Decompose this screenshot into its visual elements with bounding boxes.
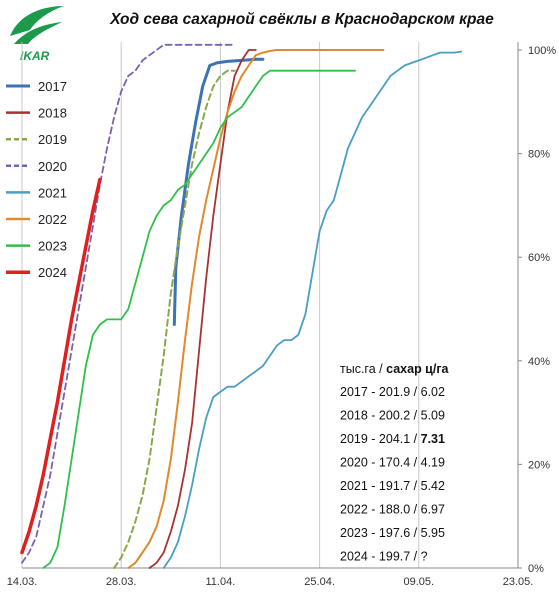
stats-header-separator: / xyxy=(379,362,386,376)
y-tick-label-5: 100% xyxy=(528,45,556,57)
stats-year-2022: 2022 xyxy=(340,503,368,517)
y-tick-label-3: 60% xyxy=(528,252,550,264)
stats-slash-2021: / xyxy=(410,479,420,493)
stats-header-yield: сахар ц/га xyxy=(386,362,449,376)
legend-label-2020: 2020 xyxy=(38,159,67,174)
stats-area-2022: 188.0 xyxy=(379,503,410,517)
stats-sep-2020: - xyxy=(368,456,379,470)
stats-year-2020: 2020 xyxy=(340,456,368,470)
stats-row-2019: 2019 - 204.1 / 7.31 xyxy=(340,432,445,446)
stats-year-2018: 2018 xyxy=(340,409,368,423)
stats-box: тыс.га / сахар ц/га 2017 - 201.9 / 6.022… xyxy=(340,362,450,564)
stats-yield-2024: ? xyxy=(421,550,428,564)
y-tick-label-1: 20% xyxy=(528,459,550,471)
y-tick-label-4: 80% xyxy=(528,149,550,161)
stats-area-2017: 201.9 xyxy=(379,385,410,399)
series-line-2019 xyxy=(113,69,236,569)
stats-row-2017: 2017 - 201.9 / 6.02 xyxy=(340,385,445,399)
legend: 2017 2018 2019 2020 2021 2022 2023 2024 xyxy=(6,79,67,280)
stats-yield-2023: 5.95 xyxy=(421,526,445,540)
stats-sep-2023: - xyxy=(368,526,379,540)
series-line-2018 xyxy=(148,49,257,569)
stats-area-2021: 191.7 xyxy=(379,479,410,493)
y-tick-label-0: 0% xyxy=(528,563,544,575)
legend-label-2017: 2017 xyxy=(38,79,67,94)
stats-yield-2022: 6.97 xyxy=(421,503,445,517)
legend-label-2018: 2018 xyxy=(38,106,67,121)
stats-area-2023: 197.6 xyxy=(379,526,410,540)
x-tick-label-0: 14.03. xyxy=(7,576,38,588)
stats-slash-2023: / xyxy=(410,526,420,540)
stats-row-2020: 2020 - 170.4 / 4.19 xyxy=(340,456,445,470)
stats-slash-2022: / xyxy=(410,503,420,517)
stats-yield-2020: 4.19 xyxy=(421,456,445,470)
stats-header-units: тыс.га xyxy=(340,362,376,376)
x-tick-label-2: 11.04. xyxy=(206,576,236,588)
stats-year-2017: 2017 xyxy=(340,385,368,399)
leaf-icon xyxy=(10,6,64,44)
stats-sep-2019: - xyxy=(368,432,379,446)
stats-year-2024: 2024 xyxy=(340,550,368,564)
series-line-2017 xyxy=(172,57,265,326)
stats-year-2023: 2023 xyxy=(340,526,368,540)
stats-yield-2019: 7.31 xyxy=(421,432,445,446)
y-axis-ticks: 0% 20% 40% 60% 80% 100% xyxy=(528,45,556,575)
axes xyxy=(22,42,522,569)
stats-row-2018: 2018 - 200.2 / 5.09 xyxy=(340,409,445,423)
stats-sep-2022: - xyxy=(368,503,379,517)
series-line-2020 xyxy=(21,43,236,564)
stats-area-2020: 170.4 xyxy=(379,456,410,470)
stats-year-2019: 2019 xyxy=(340,432,368,446)
stats-sep-2018: - xyxy=(368,409,379,423)
stats-sep-2017: - xyxy=(368,385,379,399)
series-line-2023 xyxy=(42,69,356,569)
legend-label-2024: 2024 xyxy=(38,265,67,280)
x-tick-label-5: 23.05. xyxy=(503,576,534,588)
series-line-2022 xyxy=(127,49,385,569)
stats-slash-2024: / xyxy=(410,550,420,564)
stats-row-2023: 2023 - 197.6 / 5.95 xyxy=(340,526,445,540)
x-tick-label-3: 25.04. xyxy=(304,576,335,588)
x-tick-label-1: 28.03. xyxy=(106,576,137,588)
stats-header: тыс.га / сахар ц/га xyxy=(340,362,450,376)
stats-slash-2020: / xyxy=(410,456,420,470)
ikar-logo: IKAR xyxy=(10,6,64,63)
stats-row-2024: 2024 - 199.7 / ? xyxy=(340,550,428,564)
stats-yield-2017: 6.02 xyxy=(421,385,445,399)
stats-area-2024: 199.7 xyxy=(379,550,410,564)
stats-area-2019: 204.1 xyxy=(379,432,410,446)
legend-label-2022: 2022 xyxy=(38,212,67,227)
series-line-2024 xyxy=(20,177,102,555)
logo-text: IKAR xyxy=(20,49,50,63)
stats-sep-2021: - xyxy=(368,479,379,493)
series-line-2021 xyxy=(162,50,463,569)
x-axis-ticks: 14.03. 28.03. 11.04. 25.04. 09.05. 23.05. xyxy=(7,576,534,588)
series-lines xyxy=(20,43,463,569)
x-tick-label-4: 09.05. xyxy=(404,576,435,588)
stats-slash-2017: / xyxy=(410,385,420,399)
chart-title: Ход сева сахарной свёклы в Краснодарском… xyxy=(109,11,494,28)
stats-sep-2024: - xyxy=(368,550,379,564)
stats-yield-2018: 5.09 xyxy=(421,409,445,423)
stats-row-2021: 2021 - 191.7 / 5.42 xyxy=(340,479,445,493)
legend-label-2019: 2019 xyxy=(38,132,67,147)
legend-label-2023: 2023 xyxy=(38,239,67,254)
y-tick-label-2: 40% xyxy=(528,356,550,368)
legend-label-2021: 2021 xyxy=(38,185,67,200)
stats-area-2018: 200.2 xyxy=(379,409,410,423)
stats-yield-2021: 5.42 xyxy=(421,479,445,493)
stats-year-2021: 2021 xyxy=(340,479,368,493)
stats-slash-2018: / xyxy=(410,409,420,423)
stats-row-2022: 2022 - 188.0 / 6.97 xyxy=(340,503,445,517)
stats-slash-2019: / xyxy=(410,432,420,446)
